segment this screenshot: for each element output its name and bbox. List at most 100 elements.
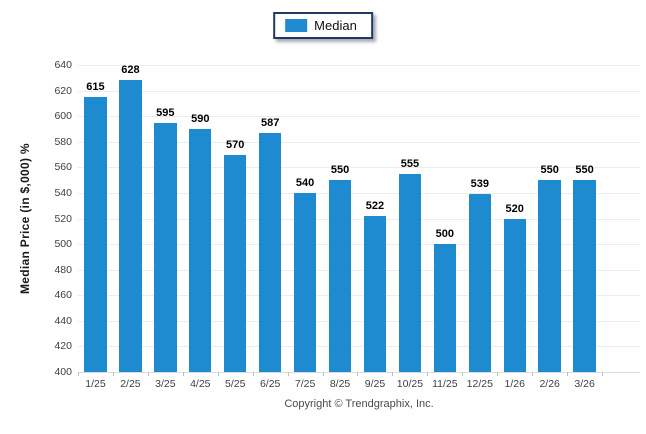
category-9/25: 522 9/25 <box>358 65 393 390</box>
x-tick-label-12/25: 12/25 <box>466 378 493 390</box>
gridline-540 <box>78 192 640 194</box>
category-3/26: 550 3/26 <box>567 65 602 390</box>
category-1/25: 615 1/25 <box>78 65 113 390</box>
x-axis-tick-mark <box>392 372 394 376</box>
bar-8/25 <box>328 180 352 372</box>
bar-value-label: 615 <box>86 80 105 93</box>
bar-6/25 <box>258 132 282 372</box>
bar-value-label: 595 <box>156 106 175 119</box>
y-tick-label-500: 500 <box>54 238 72 251</box>
x-axis-tick-mark <box>427 372 429 376</box>
category-6/25: 587 6/25 <box>253 65 288 390</box>
bar-4/25 <box>189 128 212 372</box>
y-tick-label-620: 620 <box>54 84 72 97</box>
bar-value-label: 550 <box>330 164 350 177</box>
bars-area: 615 1/25 628 2/25 595 3/25 590 4/25 570 5/25 587 6/… <box>78 64 603 390</box>
x-axis-tick-mark <box>357 372 359 376</box>
bar-value-label: 570 <box>226 138 245 151</box>
gridline-600 <box>78 116 640 118</box>
y-tick-label-520: 520 <box>54 212 72 225</box>
copyright-text: Copyright © Trendgraphix, Inc. <box>284 398 434 410</box>
x-axis-tick-mark <box>322 372 324 376</box>
y-tick-label-640: 640 <box>54 59 72 71</box>
x-axis-tick-mark <box>217 372 219 376</box>
y-tick-label-440: 440 <box>54 314 72 327</box>
x-tick-label-5/25: 5/25 <box>225 378 246 390</box>
bar-value-label: 550 <box>540 164 559 177</box>
gridline-400 <box>78 372 640 373</box>
x-axis-tick-mark <box>287 372 289 376</box>
bar-value-label: 550 <box>575 164 594 177</box>
bar-12/25 <box>468 194 491 372</box>
x-axis-tick-mark <box>78 372 79 376</box>
category-11/25: 500 11/25 <box>427 65 462 390</box>
x-tick-label-9/25: 9/25 <box>364 378 386 390</box>
category-1/26: 520 1/26 <box>497 65 532 390</box>
x-axis-tick-mark <box>182 372 184 376</box>
y-tick-label-580: 580 <box>54 135 72 148</box>
bar-value-label: 520 <box>505 202 524 215</box>
x-axis-tick-mark <box>567 372 569 376</box>
category-10/25: 555 10/25 <box>392 65 427 390</box>
bar-value-label: 539 <box>470 178 489 191</box>
bar-2/25 <box>119 80 142 372</box>
legend: Median <box>273 12 373 39</box>
x-tick-label-2/25: 2/25 <box>120 378 141 390</box>
y-axis-tick-labels: 400 420 440 460 480 500 520 540 560 580 600 620 640 <box>38 59 72 378</box>
x-axis-tick-mark <box>252 372 254 376</box>
x-tick-label-4/25: 4/25 <box>190 378 211 390</box>
category-2/25: 628 2/25 <box>113 64 148 390</box>
bar-10/25 <box>398 173 422 372</box>
x-tick-label-3/26: 3/26 <box>574 378 595 390</box>
gridline-560 <box>78 167 640 169</box>
x-tick-label-3/25: 3/25 <box>155 378 176 390</box>
category-2/26: 550 2/26 <box>532 65 567 390</box>
bar-11/25 <box>433 244 457 372</box>
bar-2/26 <box>538 180 561 372</box>
gridline-640 <box>78 65 640 66</box>
x-tick-label-1/26: 1/26 <box>504 378 525 390</box>
x-tick-label-11/25: 11/25 <box>432 378 458 390</box>
legend-label: Median <box>314 18 357 33</box>
gridline-460 <box>78 295 640 297</box>
bar-9/25 <box>363 215 387 372</box>
bar-5/25 <box>224 154 247 372</box>
category-12/25: 539 12/25 <box>462 65 497 390</box>
category-5/25: 570 5/25 <box>218 65 253 390</box>
gridline-520 <box>78 218 640 220</box>
plot-area: 615 1/25 628 2/25 595 3/25 590 4/25 570 5/25 587 6/… <box>78 64 640 390</box>
category-7/25: 540 7/25 <box>288 65 323 390</box>
x-axis-tick-mark <box>497 372 499 376</box>
bar-7/25 <box>293 192 317 372</box>
x-axis-tick-mark <box>112 372 114 376</box>
gridline-480 <box>78 269 640 271</box>
bar-value-label: 587 <box>260 116 280 129</box>
y-tick-label-560: 560 <box>54 161 72 174</box>
bar-value-label: 628 <box>121 64 140 77</box>
y-tick-label-480: 480 <box>54 263 72 276</box>
x-axis-tick-mark <box>532 372 534 376</box>
y-tick-label-460: 460 <box>54 289 72 302</box>
gridline-440 <box>78 320 640 322</box>
y-tick-label-600: 600 <box>54 110 72 123</box>
bar-3/26 <box>573 180 596 372</box>
x-axis-tick-mark <box>147 372 149 376</box>
y-axis-title: Median Price (in $,000) % <box>18 143 32 294</box>
bar-value-label: 522 <box>365 199 385 212</box>
x-axis-tick-mark <box>602 372 603 376</box>
gridline-500 <box>78 244 640 246</box>
y-tick-label-420: 420 <box>54 340 72 353</box>
gridline-420 <box>78 346 640 348</box>
x-tick-label-2/26: 2/26 <box>539 378 560 390</box>
x-tick-label-7/25: 7/25 <box>294 378 316 390</box>
bar-value-label: 590 <box>191 112 210 125</box>
category-4/25: 590 4/25 <box>183 65 218 390</box>
x-tick-label-1/25: 1/25 <box>85 378 106 390</box>
bar-value-label: 555 <box>400 157 420 170</box>
bar-3/25 <box>154 122 177 372</box>
x-axis-tick-mark <box>462 372 464 376</box>
category-3/25: 595 3/25 <box>148 65 183 390</box>
bar-value-label: 540 <box>295 176 315 189</box>
y-tick-label-400: 400 <box>54 366 72 378</box>
